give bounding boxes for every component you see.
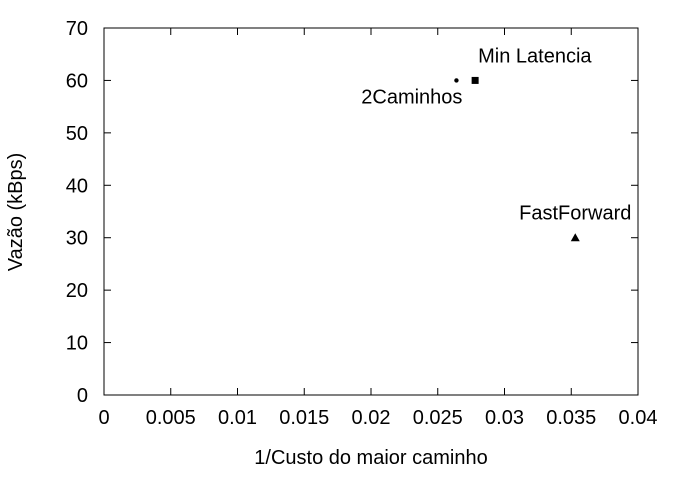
y-tick-label: 50 — [66, 123, 88, 145]
x-tick-label: 0.025 — [413, 407, 463, 429]
y-tick-label: 0 — [77, 385, 88, 407]
x-tick-label: 0.02 — [352, 407, 391, 429]
y-tick-label: 70 — [66, 18, 88, 40]
point-label: 2Caminhos — [361, 86, 462, 108]
x-tick-label: 0 — [98, 407, 109, 429]
x-tick-label: 0.005 — [146, 407, 196, 429]
y-axis: 0 10 20 30 40 50 60 70 — [66, 18, 638, 407]
x-axis: 0 0.005 0.01 0.015 0.02 0.025 0.03 0.035 0.04 — [98, 28, 657, 429]
y-axis-label: Vazão (kBps) — [5, 153, 27, 272]
data-points: 2Caminhos Min Latencia FastForward — [361, 45, 631, 242]
point-label: Min Latencia — [478, 45, 592, 67]
x-tick-label: 0.04 — [619, 407, 658, 429]
point-marker-dot — [454, 78, 459, 83]
x-tick-label: 0.015 — [279, 407, 329, 429]
x-tick-label: 0.035 — [546, 407, 596, 429]
point-label: FastForward — [519, 203, 631, 225]
point-marker-square — [471, 76, 479, 84]
y-tick-label: 30 — [66, 228, 88, 250]
point-marker-triangle — [570, 233, 580, 242]
x-axis-label: 1/Custo do maior caminho — [254, 447, 487, 469]
y-tick-label: 40 — [66, 175, 88, 197]
x-tick-label: 0.01 — [218, 407, 257, 429]
y-tick-label: 20 — [66, 280, 88, 302]
y-tick-label: 60 — [66, 70, 88, 92]
x-tick-label: 0.03 — [485, 407, 524, 429]
y-tick-label: 10 — [66, 333, 88, 355]
